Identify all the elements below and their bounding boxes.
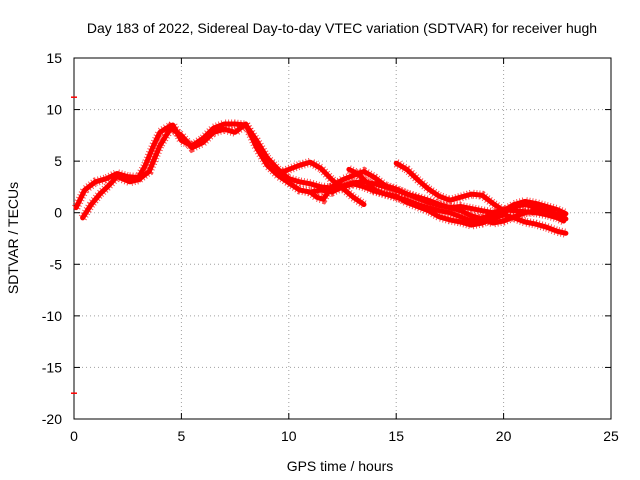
y-tick-label: -20 <box>42 411 62 427</box>
axis-ticks: 0 5 10 15 20 25 -20 -15 -10 -5 0 5 10 15 <box>42 50 619 444</box>
x-tick-label: 25 <box>603 428 619 444</box>
y-axis-label: SDTVAR / TECUs <box>5 182 21 294</box>
chart-title: Day 183 of 2022, Sidereal Day-to-day VTE… <box>87 20 597 36</box>
x-tick-label: 20 <box>496 428 512 444</box>
plot-frame <box>73 57 612 420</box>
series-marks-track-b <box>78 116 567 238</box>
x-tick-label: 5 <box>178 428 186 444</box>
y-tick-label: 10 <box>46 102 62 118</box>
y-tick-label: -15 <box>42 359 62 375</box>
series-marks-track-f <box>276 157 367 209</box>
x-tick-label: 10 <box>281 428 297 444</box>
grid <box>74 58 611 419</box>
y-tick-label: 5 <box>54 153 62 169</box>
y-tick-label: 15 <box>46 50 62 66</box>
series-group <box>72 116 569 238</box>
series-marks-track-e <box>393 159 568 218</box>
y-tick-label: -10 <box>42 308 62 324</box>
series-line-track-main <box>73 121 567 224</box>
y-tick-label: -5 <box>50 256 63 272</box>
marker-group <box>71 96 77 394</box>
series-marks-track-d <box>346 165 568 226</box>
x-axis-label: GPS time / hours <box>287 458 394 474</box>
x-tick-label: 15 <box>388 428 404 444</box>
series-line-track-c <box>307 169 550 226</box>
y-tick-label: 0 <box>54 205 62 221</box>
x-tick-label: 0 <box>70 428 78 444</box>
